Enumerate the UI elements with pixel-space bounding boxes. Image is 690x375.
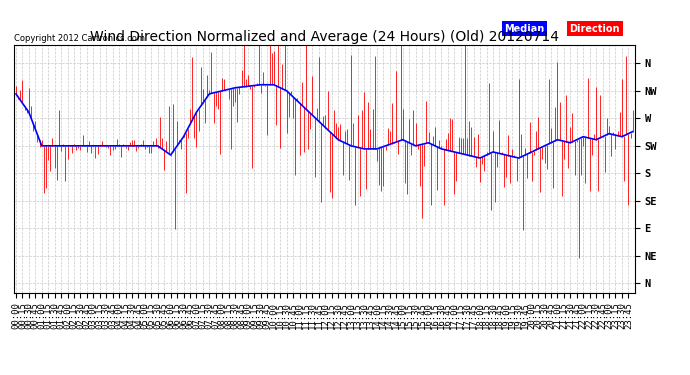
Title: Wind Direction Normalized and Average (24 Hours) (Old) 20120714: Wind Direction Normalized and Average (2… xyxy=(90,30,559,44)
Text: Direction: Direction xyxy=(570,24,620,34)
Text: Copyright 2012 Cartronics.com: Copyright 2012 Cartronics.com xyxy=(14,33,145,42)
Text: Median: Median xyxy=(504,24,544,34)
